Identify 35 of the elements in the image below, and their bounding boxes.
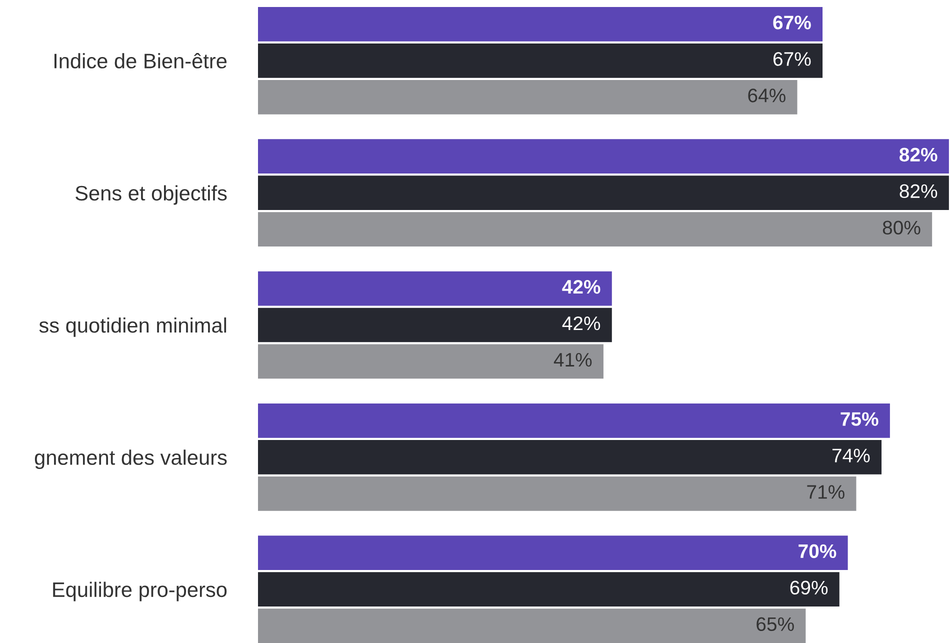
bar: [258, 7, 823, 42]
bar: [258, 308, 612, 342]
bar: [258, 43, 823, 78]
y-tick-label: ss quotidien minimal: [39, 317, 226, 337]
data-label: 42%: [562, 316, 600, 330]
bar: [258, 80, 798, 114]
bar: [258, 271, 612, 306]
data-label: 75%: [840, 412, 878, 426]
y-tick-label: gnement des valeurs: [34, 450, 227, 470]
bar: [258, 344, 604, 379]
data-label: 42%: [562, 280, 600, 294]
y-tick-label: Sens et objectifs: [76, 185, 227, 205]
bar: [258, 139, 949, 174]
bar: [258, 212, 932, 246]
data-label: 82%: [900, 184, 938, 198]
data-label: 80%: [882, 220, 920, 235]
data-label: 67%: [774, 52, 811, 66]
data-label: 71%: [807, 485, 844, 499]
y-tick-label: Indice de Bien-être: [54, 53, 227, 68]
bar: [258, 440, 882, 474]
bar: [258, 536, 848, 570]
data-label: 70%: [798, 544, 836, 558]
bar: [258, 608, 806, 643]
bar: [258, 572, 840, 607]
data-label: 64%: [748, 88, 786, 102]
data-label: 82%: [900, 148, 938, 162]
data-label: 67%: [773, 16, 811, 30]
bar: [258, 176, 949, 210]
bar: [258, 476, 856, 511]
y-tick-label: Equilibre pro-perso: [53, 582, 227, 602]
data-label: 74%: [832, 448, 870, 462]
data-label: 69%: [790, 580, 828, 595]
bar: [258, 404, 890, 438]
data-label: 41%: [554, 353, 592, 367]
data-label: 65%: [756, 617, 794, 632]
